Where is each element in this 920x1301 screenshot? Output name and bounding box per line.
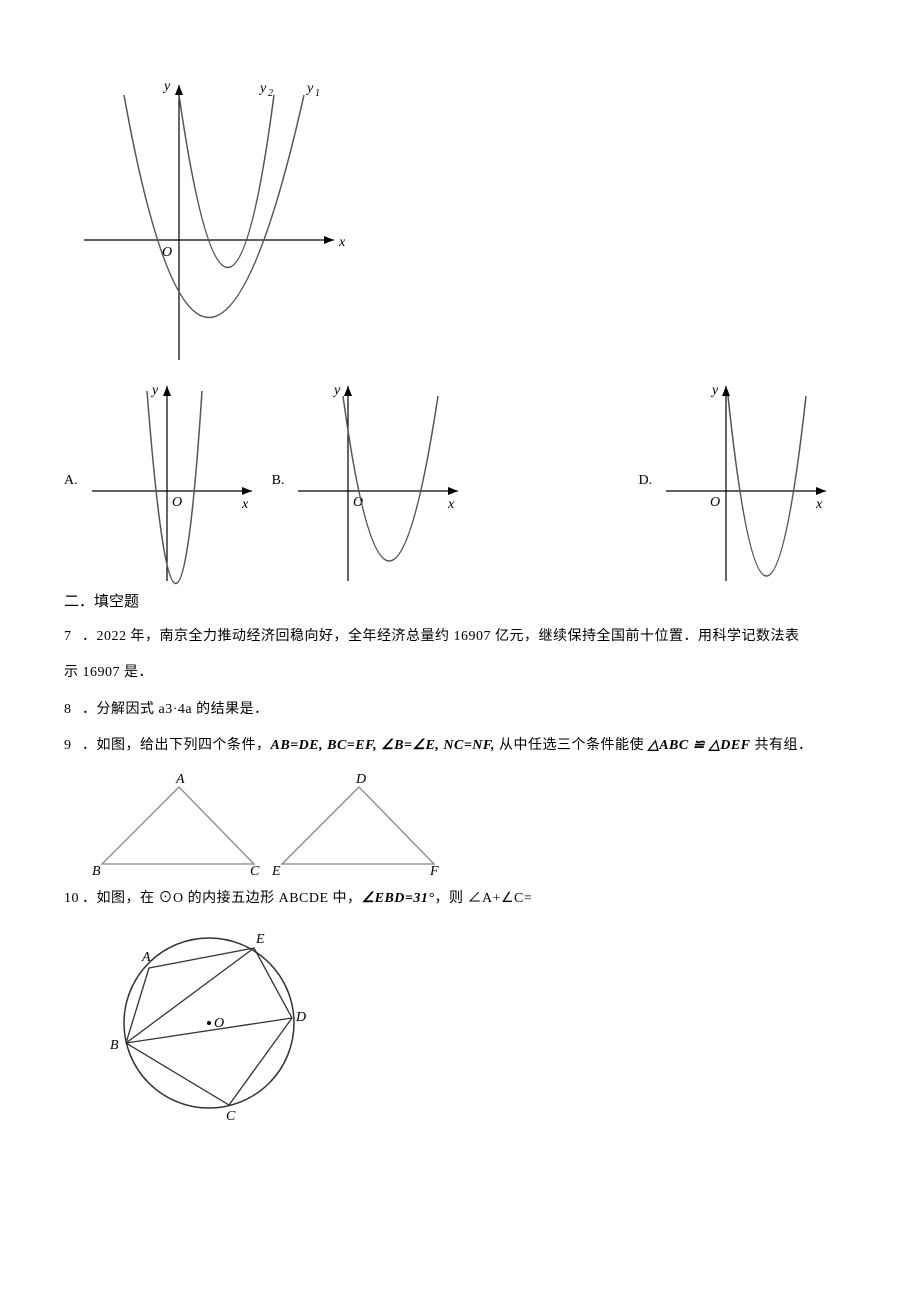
svg-text:O: O bbox=[214, 1016, 224, 1031]
x-axis-label: x bbox=[338, 235, 346, 250]
pentagon-circle-figure: A E D C B O bbox=[104, 923, 856, 1123]
options-figure-row: A. O x y B. O x y bbox=[64, 376, 856, 586]
svg-text:y: y bbox=[332, 383, 341, 398]
curve-label-y2: y bbox=[258, 81, 267, 96]
svg-text:A: A bbox=[141, 950, 151, 965]
svg-text:1: 1 bbox=[315, 88, 320, 99]
svg-text:A: A bbox=[175, 772, 185, 787]
svg-text:O: O bbox=[172, 495, 182, 510]
svg-text:C: C bbox=[250, 864, 260, 879]
svg-text:E: E bbox=[271, 864, 281, 879]
question-10: 10．如图，在 ⊙O 的内接五边形 ABCDE 中，∠EBD=31°，则 ∠A+… bbox=[64, 881, 856, 917]
question-7-line2: 示 16907 是． bbox=[64, 655, 856, 691]
svg-text:B: B bbox=[110, 1038, 119, 1053]
question-9: 9．如图，给出下列四个条件，AB=DE, BC=EF, ∠B=∠E, NC=NF… bbox=[64, 728, 856, 764]
svg-text:y: y bbox=[150, 383, 159, 398]
svg-text:E: E bbox=[255, 932, 265, 947]
svg-text:x: x bbox=[815, 497, 823, 512]
svg-text:x: x bbox=[447, 497, 455, 512]
top-parabola-figure: x y O y 1 y 2 bbox=[64, 70, 856, 370]
question-7: 7．2022 年，南京全力推动经济回稳向好，全年经济总量约 16907 亿元，继… bbox=[64, 619, 856, 655]
option-a: A. O x y bbox=[64, 376, 262, 586]
triangles-figure: A B C D E F bbox=[84, 769, 856, 879]
svg-text:C: C bbox=[226, 1109, 236, 1123]
option-d: D. O x y bbox=[638, 376, 836, 586]
svg-text:O: O bbox=[710, 495, 720, 510]
y-axis-label: y bbox=[162, 79, 171, 94]
section-2-title: 二．填空题 bbox=[64, 586, 856, 619]
svg-text:B: B bbox=[92, 864, 101, 879]
option-b: B. O x y bbox=[272, 376, 469, 586]
svg-text:x: x bbox=[241, 497, 249, 512]
svg-text:F: F bbox=[429, 864, 439, 879]
svg-text:2: 2 bbox=[268, 88, 273, 99]
svg-text:y: y bbox=[710, 383, 719, 398]
svg-text:D: D bbox=[295, 1010, 306, 1025]
svg-text:D: D bbox=[355, 772, 366, 787]
curve-label-y1: y bbox=[305, 81, 314, 96]
question-8: 8．分解因式 a3·4a 的结果是． bbox=[64, 692, 856, 728]
